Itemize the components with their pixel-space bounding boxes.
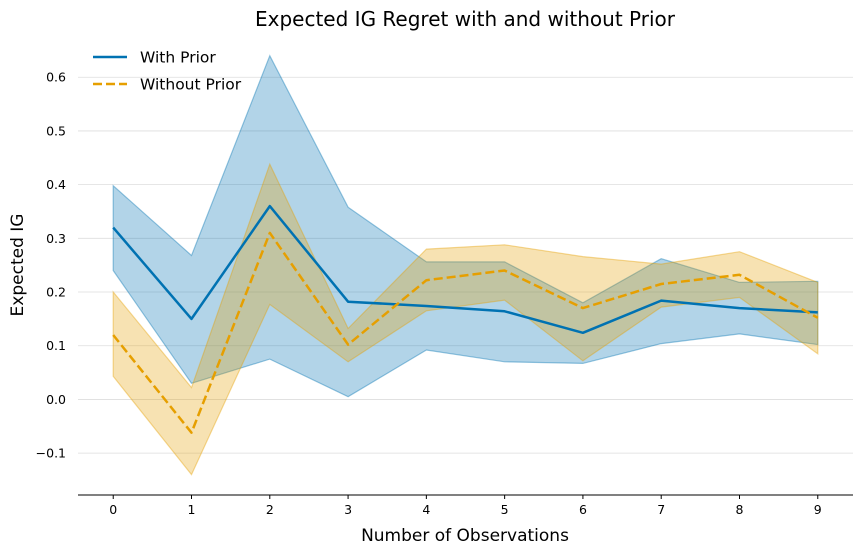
y-axis: −0.1 0.0 0.1 0.2 0.3 0.4 0.5 0.6	[36, 70, 66, 461]
line-with-prior	[112, 204, 818, 335]
x-tick-label: 7	[657, 502, 665, 517]
gridlines	[78, 76, 853, 454]
y-tick-label: 0.5	[46, 123, 66, 138]
x-tick-label: 5	[501, 502, 509, 517]
line-without-prior	[112, 231, 819, 434]
y-tick-label: 0.4	[46, 177, 66, 192]
legend: With Prior Without Prior	[93, 49, 242, 94]
x-tick-label: 6	[579, 502, 587, 517]
x-tick-label: 2	[266, 502, 274, 517]
x-tick-label: 3	[344, 502, 352, 517]
confidence-bands	[112, 54, 819, 476]
x-axis: 0 1 2 3 4 5 6 7 8 9	[78, 494, 853, 517]
chart-title: Expected IG Regret with and without Prio…	[255, 7, 676, 31]
y-tick-label: 0.2	[46, 285, 66, 300]
y-tick-label: 0.3	[46, 231, 66, 246]
legend-label-with-prior: With Prior	[140, 49, 216, 67]
x-axis-label: Number of Observations	[361, 526, 569, 546]
x-tick-label: 4	[422, 502, 430, 517]
series-lines	[112, 204, 819, 434]
x-tick-label: 8	[736, 502, 744, 517]
x-tick-label: 0	[109, 502, 117, 517]
x-tick-label: 9	[814, 502, 822, 517]
y-axis-label: Expected IG	[8, 214, 28, 317]
band-with-prior	[112, 54, 819, 398]
legend-label-without-prior: Without Prior	[140, 76, 242, 94]
y-tick-label: 0.6	[46, 70, 66, 85]
y-tick-label: −0.1	[36, 446, 66, 461]
y-tick-label: 0.1	[46, 338, 66, 353]
y-tick-label: 0.0	[46, 392, 66, 407]
x-tick-label: 1	[188, 502, 196, 517]
